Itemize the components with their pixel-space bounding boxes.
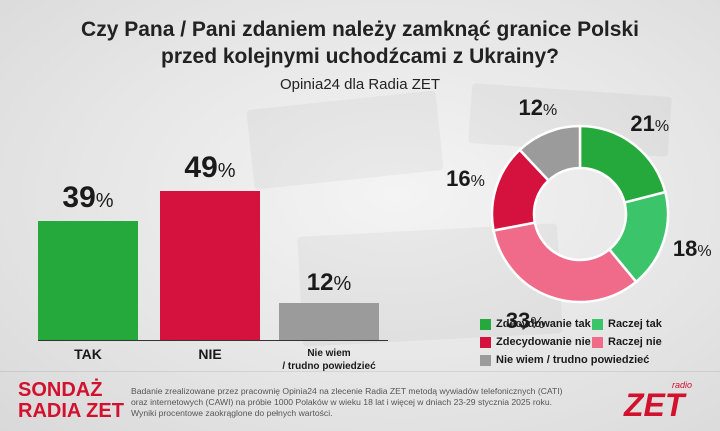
bar-value-label: 39% [62, 181, 114, 215]
legend-swatch [480, 318, 491, 330]
donut-slice-5 [517, 124, 582, 183]
title-line-2: przed kolejnymi uchodźcami z Ukrainy? [161, 45, 559, 68]
legend-swatch [592, 318, 603, 330]
legend-item: Raczej tak [592, 318, 662, 330]
donut-slice-3 [492, 221, 638, 304]
legend-swatch [592, 336, 603, 348]
bar-tak [38, 221, 138, 340]
donut-chart [490, 124, 670, 304]
donut-value-label: 18% [672, 236, 712, 262]
donut-value-label: 21% [630, 110, 670, 136]
legend-label: Raczej nie [608, 336, 662, 348]
brand-line-1: SONDAŻ [18, 379, 103, 401]
logo-zet-text: ZET [623, 387, 687, 422]
legend-item: Raczej nie [592, 336, 662, 348]
legend-label: Raczej tak [608, 318, 662, 330]
bar-baseline [38, 340, 388, 341]
background-shape [246, 90, 443, 189]
legend-item: Zdecydowanie nie [480, 336, 591, 348]
donut-value-label: 16% [446, 165, 485, 191]
donut-value-label: 33% [505, 308, 545, 334]
note-line-3: Wyniki procentowe zaokrąglone do pełnych… [131, 408, 333, 418]
bar-category-label: NIE [198, 346, 222, 362]
bar-nie [279, 303, 379, 340]
title-line-1: Czy Pana / Pani zdaniem należy zamknąć g… [81, 18, 639, 41]
chart-title: Czy Pana / Pani zdaniem należy zamknąć g… [0, 16, 720, 70]
legend-swatch [480, 336, 491, 348]
brand-logo-sondaz: SONDAŻ RADIA ZET [18, 380, 124, 422]
bar-value-label: 49% [184, 150, 236, 184]
legend-item: Nie wiem / trudno powiedzieć [480, 354, 649, 366]
legend-item: Zdecydowanie tak [480, 318, 591, 330]
chart-subtitle: Opinia24 dla Radia ZET [279, 76, 441, 93]
logo-radio-text: radio [672, 380, 692, 390]
radio-zet-logo: radio ZET [623, 380, 692, 422]
legend-swatch [480, 354, 491, 366]
brand-line-2: RADIA ZET [18, 400, 124, 422]
note-line-1: Badanie zrealizowane przez pracownię Opi… [131, 386, 563, 396]
note-line-2: oraz internetowych (CAWI) na próbie 1000… [131, 397, 552, 407]
methodology-note: Badanie zrealizowane przez pracownię Opi… [131, 386, 601, 419]
legend-label: Nie wiem / trudno powiedzieć [496, 354, 650, 366]
bar-category-label: Nie wiem / trudno powiedzieć [282, 348, 376, 372]
legend-label: Zdecydowanie tak [496, 318, 591, 330]
donut-value-label: 12% [518, 95, 558, 120]
donut-slice-1 [578, 124, 667, 205]
footer-divider [0, 371, 720, 372]
bar-value-label: 12% [306, 269, 352, 297]
legend-label: Zdecydowanie nie [496, 336, 591, 348]
bar-category-label: TAK [74, 346, 102, 362]
bar-nie [160, 190, 260, 340]
